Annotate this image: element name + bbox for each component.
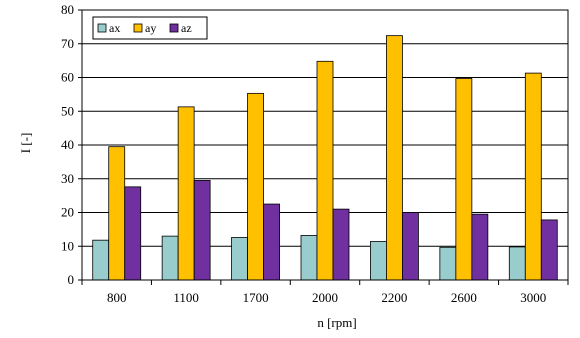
bar-ay-1100	[177, 106, 195, 281]
x-tick-labels: 800 1100 1700 2000 2200 2600 3000	[107, 290, 546, 305]
x-axis-title: n [rpm]	[317, 315, 356, 330]
y-tick-label: 10	[61, 238, 74, 253]
y-tick-label: 30	[61, 171, 74, 186]
bars	[92, 35, 558, 281]
legend-swatch-az	[169, 23, 179, 33]
legend-label-ax: ax	[109, 21, 120, 35]
bar-az-2600	[471, 213, 489, 281]
bar-ax-800	[92, 239, 110, 281]
bar-az-800	[124, 186, 142, 281]
bar-ay-800	[108, 146, 126, 281]
legend-swatch-ay	[133, 23, 143, 33]
bar-ax-1700	[231, 237, 248, 281]
x-tick-label: 800	[107, 290, 127, 305]
bar-az-1100	[193, 180, 211, 281]
legend-swatch-ax	[97, 23, 107, 33]
bar-ay-2600	[455, 78, 473, 281]
legend-box	[92, 16, 208, 40]
y-tick-label: 50	[61, 103, 74, 118]
y-tick-label: 80	[61, 2, 74, 17]
bar-ax-2000	[300, 235, 318, 281]
bar-ax-2200	[370, 241, 387, 281]
x-tick-label: 1700	[243, 290, 269, 305]
x-tick-label: 3000	[520, 290, 546, 305]
bar-ay-2200	[386, 35, 403, 281]
bar-ax-3000	[508, 246, 526, 281]
axes	[78, 9, 569, 285]
legend-label-az: az	[181, 21, 192, 35]
y-tick-label: 0	[68, 272, 75, 287]
bar-ax-2600	[439, 246, 457, 281]
legend: ax ay az	[92, 16, 208, 40]
bar-ay-3000	[524, 72, 542, 281]
x-tick-label: 2200	[381, 290, 407, 305]
bar-ax-1100	[161, 235, 179, 281]
y-tick-label: 60	[61, 70, 74, 85]
y-axis-title: I [-]	[18, 133, 33, 154]
y-tick-label: 20	[61, 205, 74, 220]
y-tick-labels: 0 10 20 30 40 50 60 70 80	[61, 2, 74, 287]
plot-border	[81, 9, 569, 281]
y-tick-label: 40	[61, 137, 74, 152]
x-tick-label: 2600	[451, 290, 477, 305]
bar-ay-1700	[247, 92, 264, 281]
y-tick-label: 70	[61, 36, 74, 51]
x-tick-label: 2000	[312, 290, 338, 305]
bar-az-1700	[263, 203, 280, 281]
bar-az-2000	[332, 208, 350, 281]
bar-az-3000	[540, 219, 558, 281]
bar-ay-2000	[316, 60, 334, 281]
legend-label-ay: ay	[145, 21, 156, 35]
x-tick-label: 1100	[173, 290, 199, 305]
bar-az-2200	[402, 212, 419, 281]
